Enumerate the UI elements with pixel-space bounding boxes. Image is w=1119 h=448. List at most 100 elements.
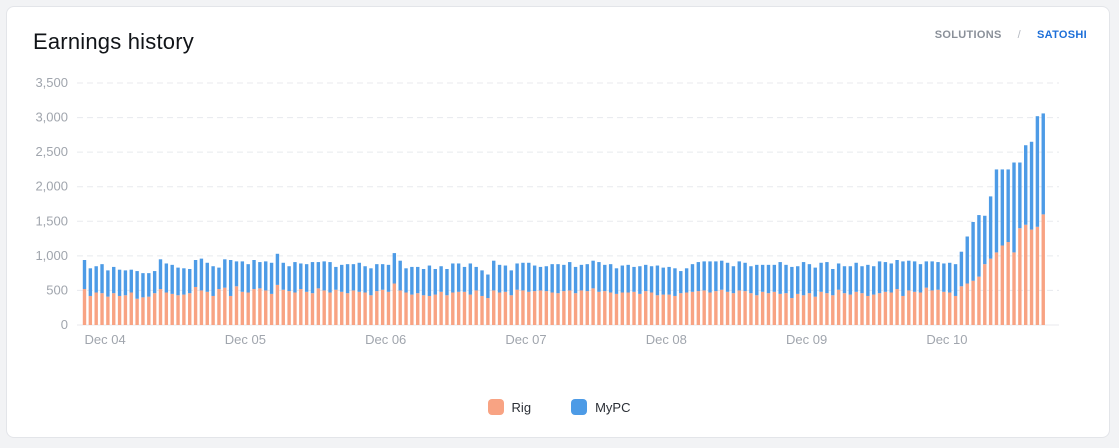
- bar-rig[interactable]: [930, 290, 934, 325]
- bar-mypc[interactable]: [246, 264, 250, 293]
- bar-mypc[interactable]: [684, 268, 689, 293]
- bar-mypc[interactable]: [918, 264, 923, 293]
- bar-mypc[interactable]: [410, 266, 414, 295]
- bar-rig[interactable]: [328, 292, 332, 325]
- bar-mypc[interactable]: [562, 264, 566, 292]
- bar-mypc[interactable]: [345, 264, 350, 294]
- bar-mypc[interactable]: [199, 258, 204, 291]
- bar-rig[interactable]: [860, 293, 864, 325]
- bar-mypc[interactable]: [509, 270, 513, 296]
- bar-mypc[interactable]: [912, 261, 917, 292]
- bar-rig[interactable]: [404, 292, 408, 325]
- bar-rig[interactable]: [538, 290, 543, 325]
- bar-mypc[interactable]: [737, 261, 741, 291]
- bar-rig[interactable]: [497, 292, 502, 325]
- bar-mypc[interactable]: [322, 261, 326, 291]
- bar-rig[interactable]: [556, 293, 560, 325]
- bar-rig[interactable]: [912, 291, 917, 325]
- bar-mypc[interactable]: [264, 261, 268, 291]
- bar-rig[interactable]: [269, 293, 274, 325]
- bar-mypc[interactable]: [398, 260, 402, 291]
- bar-mypc[interactable]: [386, 264, 391, 292]
- bar-rig[interactable]: [445, 295, 449, 325]
- bar-rig[interactable]: [702, 290, 706, 325]
- bar-mypc[interactable]: [304, 264, 309, 292]
- bar-rig[interactable]: [714, 291, 718, 325]
- bar-mypc[interactable]: [474, 266, 478, 291]
- bar-rig[interactable]: [796, 293, 800, 325]
- bar-rig[interactable]: [106, 296, 110, 325]
- bar-mypc[interactable]: [649, 266, 654, 293]
- bar-rig[interactable]: [608, 292, 613, 325]
- bar-mypc[interactable]: [252, 260, 256, 290]
- bar-rig[interactable]: [340, 291, 344, 325]
- bar-rig[interactable]: [848, 294, 853, 325]
- bar-mypc[interactable]: [579, 264, 584, 291]
- bar-mypc[interactable]: [293, 262, 297, 293]
- bar-mypc[interactable]: [690, 264, 695, 292]
- bar-rig[interactable]: [1006, 242, 1010, 325]
- tab-satoshi[interactable]: SATOSHI: [1037, 29, 1087, 41]
- bar-rig[interactable]: [918, 292, 923, 325]
- bar-rig[interactable]: [626, 292, 630, 325]
- bar-rig[interactable]: [433, 294, 437, 325]
- bar-mypc[interactable]: [907, 260, 911, 291]
- bar-mypc[interactable]: [766, 264, 771, 294]
- bar-mypc[interactable]: [825, 262, 829, 294]
- bar-rig[interactable]: [573, 293, 578, 325]
- bar-mypc[interactable]: [836, 263, 841, 290]
- bar-rig[interactable]: [842, 293, 847, 325]
- bar-rig[interactable]: [88, 295, 93, 325]
- bar-rig[interactable]: [468, 294, 473, 325]
- bar-mypc[interactable]: [486, 274, 490, 299]
- bar-rig[interactable]: [100, 293, 104, 325]
- bar-rig[interactable]: [527, 291, 531, 325]
- bar-mypc[interactable]: [375, 264, 379, 292]
- bar-rig[interactable]: [988, 258, 993, 325]
- bar-rig[interactable]: [831, 295, 835, 325]
- bar-mypc[interactable]: [515, 263, 519, 290]
- bar-mypc[interactable]: [597, 262, 601, 292]
- bar-rig[interactable]: [182, 294, 186, 325]
- bar-mypc[interactable]: [299, 263, 303, 290]
- bar-rig[interactable]: [310, 293, 315, 325]
- bar-rig[interactable]: [614, 293, 619, 325]
- bar-rig[interactable]: [655, 295, 660, 325]
- bar-rig[interactable]: [299, 289, 303, 325]
- bar-mypc[interactable]: [959, 251, 964, 287]
- bar-rig[interactable]: [439, 291, 443, 325]
- bar-mypc[interactable]: [363, 266, 367, 293]
- bar-rig[interactable]: [696, 291, 701, 325]
- bar-mypc[interactable]: [977, 215, 981, 277]
- bar-mypc[interactable]: [112, 266, 116, 294]
- bar-mypc[interactable]: [287, 266, 291, 292]
- bar-mypc[interactable]: [532, 265, 537, 292]
- bar-mypc[interactable]: [521, 262, 525, 291]
- bar-rig[interactable]: [661, 294, 665, 325]
- bar-rig[interactable]: [679, 293, 683, 325]
- bar-mypc[interactable]: [310, 262, 315, 294]
- bar-mypc[interactable]: [182, 268, 186, 295]
- bar-rig[interactable]: [1024, 224, 1028, 325]
- bar-rig[interactable]: [743, 291, 747, 325]
- bar-rig[interactable]: [790, 298, 794, 325]
- bar-rig[interactable]: [889, 292, 893, 325]
- bar-mypc[interactable]: [608, 264, 613, 293]
- bar-mypc[interactable]: [538, 266, 543, 291]
- bar-mypc[interactable]: [328, 262, 332, 293]
- bar-mypc[interactable]: [351, 264, 356, 291]
- bar-rig[interactable]: [281, 289, 285, 325]
- bar-rig[interactable]: [363, 292, 367, 325]
- bar-rig[interactable]: [94, 292, 98, 325]
- bar-mypc[interactable]: [965, 236, 969, 284]
- bar-mypc[interactable]: [88, 268, 93, 296]
- bar-rig[interactable]: [503, 291, 508, 325]
- bar-rig[interactable]: [895, 289, 899, 325]
- bar-mypc[interactable]: [188, 268, 192, 294]
- bar-mypc[interactable]: [842, 266, 847, 294]
- bar-mypc[interactable]: [860, 266, 864, 294]
- bar-rig[interactable]: [965, 283, 969, 325]
- bar-rig[interactable]: [421, 295, 426, 325]
- bar-mypc[interactable]: [632, 266, 636, 292]
- bar-mypc[interactable]: [696, 262, 701, 292]
